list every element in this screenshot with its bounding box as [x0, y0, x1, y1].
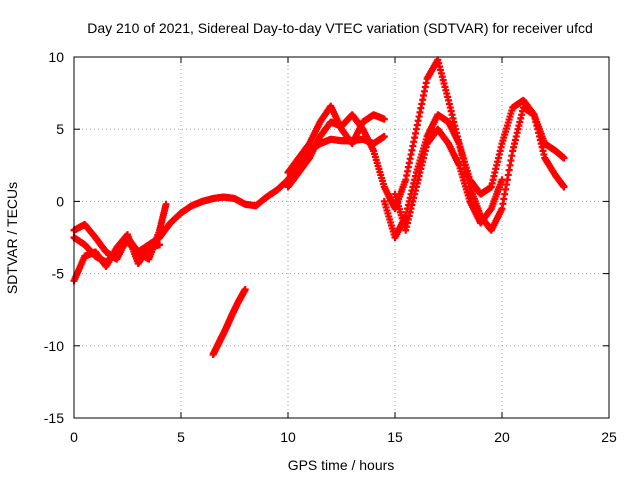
data-point-marker: [162, 200, 170, 208]
data-point-marker: [498, 176, 506, 184]
x-tick-label: 0: [70, 429, 78, 445]
series-track-f: [380, 104, 568, 241]
data-point-marker: [156, 241, 164, 249]
series-track-g: [391, 125, 506, 234]
y-tick-label: 10: [48, 49, 64, 65]
x-tick-label: 5: [177, 429, 185, 445]
tick-layer: 0 5 10 15 20 25 -15 -10 -5 0 5 10: [44, 49, 617, 445]
plot-frame: [73, 56, 610, 419]
y-tick-label: -5: [52, 266, 65, 282]
y-tick-label: -10: [44, 338, 64, 354]
data-point-marker: [560, 154, 568, 162]
x-tick-label: 10: [280, 429, 296, 445]
marker-layer: [70, 56, 568, 358]
x-axis-label: GPS time / hours: [288, 457, 395, 473]
x-tick-label: 20: [494, 429, 510, 445]
y-axis-label: SDTVAR / TECUs: [4, 182, 20, 294]
x-tick-label: 15: [387, 429, 403, 445]
y-tick-label: -15: [44, 410, 64, 426]
data-point-marker: [560, 183, 568, 191]
data-point-marker: [380, 115, 388, 123]
y-tick-label: 0: [56, 193, 64, 209]
y-tick-label: 5: [56, 121, 64, 137]
series-track-h: [209, 285, 249, 358]
data-point-marker: [380, 132, 388, 140]
data-point-marker: [241, 285, 249, 293]
x-tick-label: 25: [601, 429, 617, 445]
chart-title: Day 210 of 2021, Sidereal Day-to-day VTE…: [87, 20, 593, 36]
series-track-c: [70, 231, 164, 285]
